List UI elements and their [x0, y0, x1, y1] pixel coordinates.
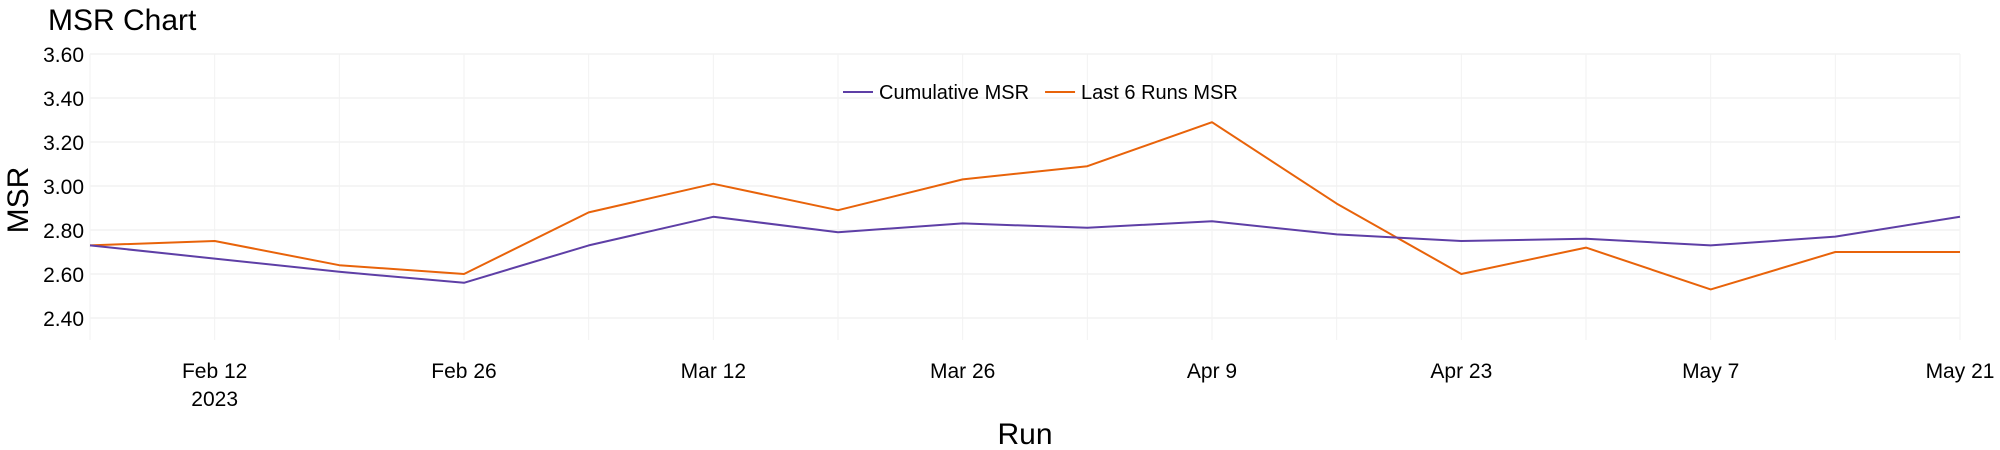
y-tick-label: 3.40 [43, 88, 84, 111]
series-line-last-6-runs-msr [89, 121, 1960, 291]
x-axis-label: Run [997, 418, 1052, 450]
legend-label: Last 6 Runs MSR [1081, 82, 1238, 104]
y-axis-label: MSR [2, 167, 35, 234]
y-tick-label: 2.60 [43, 264, 84, 287]
x-tick-label: Mar 12 [681, 360, 746, 383]
y-tick-label: 3.20 [43, 132, 84, 155]
x-tick-label: Mar 26 [930, 360, 995, 383]
series-lines [89, 121, 1961, 291]
grid-lines [89, 53, 1961, 340]
x-tick-label: Feb 12 [182, 360, 247, 383]
x-tick-label: Apr 9 [1187, 360, 1237, 383]
chart-title: MSR Chart [48, 4, 197, 37]
x-tick-label: Apr 23 [1430, 360, 1492, 383]
x-tick-label: May 21 [1926, 360, 1995, 383]
legend-label: Cumulative MSR [879, 82, 1029, 104]
y-tick-label: 3.60 [43, 44, 84, 67]
legend: Cumulative MSR Last 6 Runs MSR [843, 82, 1238, 104]
y-tick-label: 2.40 [43, 308, 84, 331]
x-axis-ticks: Feb 12 Feb 26 Mar 12 Mar 26 Apr 9 Apr 23 May 7… [182, 360, 1994, 411]
y-tick-label: 2.80 [43, 220, 84, 243]
x-tick-label: Feb 26 [431, 360, 496, 383]
series-line-cumulative-msr [89, 215, 1961, 284]
x-year-label: 2023 [191, 388, 238, 411]
y-tick-label: 3.00 [43, 176, 84, 199]
x-tick-label: May 7 [1682, 360, 1739, 383]
y-axis-ticks: 2.40 2.60 2.80 3.00 3.20 3.40 3.60 [43, 44, 84, 331]
